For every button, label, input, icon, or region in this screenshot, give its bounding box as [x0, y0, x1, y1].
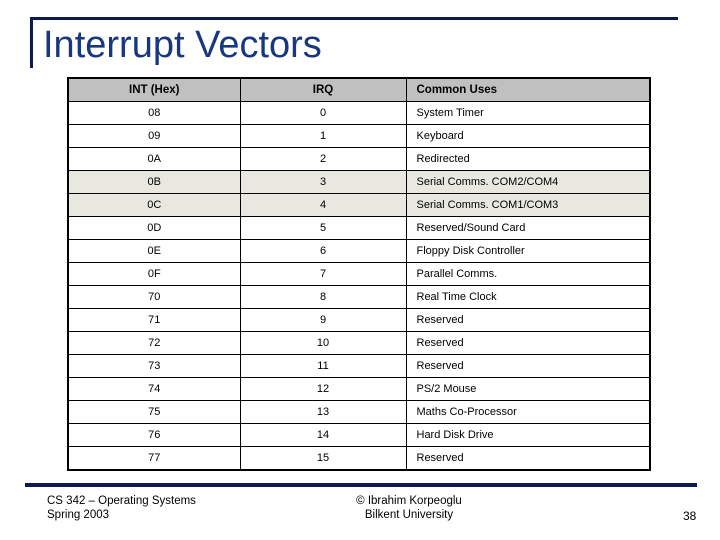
- footer-rule: [25, 483, 697, 487]
- table-row: 71 9 Reserved: [67, 308, 651, 332]
- cell-use: PS/2 Mouse: [405, 377, 651, 401]
- cell-int: 0C: [67, 193, 241, 217]
- header-cell-int: INT (Hex): [67, 77, 241, 102]
- table-row: 0F 7 Parallel Comms.: [67, 262, 651, 286]
- cell-use: Redirected: [405, 147, 651, 171]
- table-row: 0B 3 Serial Comms. COM2/COM4: [67, 170, 651, 194]
- cell-int: 71: [67, 308, 241, 332]
- cell-irq: 3: [239, 170, 407, 194]
- top-rule: [30, 17, 678, 20]
- header-cell-uses: Common Uses: [405, 77, 651, 102]
- footer-course-line2: Spring 2003: [47, 508, 110, 521]
- cell-use: Floppy Disk Controller: [405, 239, 651, 263]
- table-row: 08 0 System Timer: [67, 101, 651, 125]
- cell-irq: 6: [239, 239, 407, 263]
- cell-int: 73: [67, 354, 241, 378]
- table-row: 76 14 Hard Disk Drive: [67, 423, 651, 447]
- header-cell-irq: IRQ: [239, 77, 407, 102]
- cell-use: Real Time Clock: [405, 285, 651, 309]
- cell-use: Serial Comms. COM1/COM3: [405, 193, 651, 217]
- cell-irq: 15: [239, 446, 407, 471]
- footer-course: CS 342 – Operating Systems Spring 2003: [47, 495, 196, 522]
- cell-irq: 0: [239, 101, 407, 125]
- cell-use: Keyboard: [405, 124, 651, 148]
- cell-int: 70: [67, 285, 241, 309]
- footer-author-line2: Bilkent University: [364, 508, 454, 521]
- table-row: 0E 6 Floppy Disk Controller: [67, 239, 651, 263]
- table-row: 0A 2 Redirected: [67, 147, 651, 171]
- cell-use: Maths Co-Processor: [405, 400, 651, 424]
- table-row: 0C 4 Serial Comms. COM1/COM3: [67, 193, 651, 217]
- table-header-row: INT (Hex) IRQ Common Uses: [67, 77, 651, 102]
- cell-use: Reserved: [405, 308, 651, 332]
- cell-int: 74: [67, 377, 241, 401]
- cell-int: 08: [67, 101, 241, 125]
- footer-author-line1: © Ibrahim Korpeoglu: [356, 495, 462, 507]
- cell-int: 0D: [67, 216, 241, 240]
- cell-int: 75: [67, 400, 241, 424]
- cell-irq: 1: [239, 124, 407, 148]
- cell-irq: 10: [239, 331, 407, 355]
- footer-course-line1: CS 342 – Operating Systems: [47, 495, 196, 507]
- cell-int: 09: [67, 124, 241, 148]
- cell-use: Parallel Comms.: [405, 262, 651, 286]
- table-row: 75 13 Maths Co-Processor: [67, 400, 651, 424]
- title-accent-bar: [30, 17, 33, 68]
- cell-int: 76: [67, 423, 241, 447]
- cell-int: 0F: [67, 262, 241, 286]
- cell-int: 0A: [67, 147, 241, 171]
- cell-irq: 5: [239, 216, 407, 240]
- cell-irq: 12: [239, 377, 407, 401]
- cell-irq: 2: [239, 147, 407, 171]
- cell-irq: 14: [239, 423, 407, 447]
- cell-irq: 11: [239, 354, 407, 378]
- cell-irq: 8: [239, 285, 407, 309]
- cell-use: Reserved: [405, 446, 651, 471]
- page-title: Interrupt Vectors: [43, 24, 322, 66]
- cell-use: Reserved/Sound Card: [405, 216, 651, 240]
- cell-int: 0E: [67, 239, 241, 263]
- table-body: 08 0 System Timer 09 1 Keyboard 0A 2 Red…: [67, 101, 651, 471]
- footer-author: © Ibrahim Korpeoglu Bilkent University: [328, 495, 490, 522]
- table-row: 77 15 Reserved: [67, 446, 651, 471]
- table-row: 70 8 Real Time Clock: [67, 285, 651, 309]
- cell-use: Serial Comms. COM2/COM4: [405, 170, 651, 194]
- cell-use: Reserved: [405, 354, 651, 378]
- table-row: 72 10 Reserved: [67, 331, 651, 355]
- cell-irq: 7: [239, 262, 407, 286]
- cell-use: Hard Disk Drive: [405, 423, 651, 447]
- cell-int: 77: [67, 446, 241, 471]
- table-row: 74 12 PS/2 Mouse: [67, 377, 651, 401]
- interrupt-vector-table: INT (Hex) IRQ Common Uses 08 0 System Ti…: [67, 77, 651, 471]
- table-row: 09 1 Keyboard: [67, 124, 651, 148]
- cell-irq: 9: [239, 308, 407, 332]
- cell-irq: 4: [239, 193, 407, 217]
- cell-use: System Timer: [405, 101, 651, 125]
- page-number: 38: [683, 509, 697, 523]
- cell-irq: 13: [239, 400, 407, 424]
- table-row: 73 11 Reserved: [67, 354, 651, 378]
- table-row: 0D 5 Reserved/Sound Card: [67, 216, 651, 240]
- cell-int: 72: [67, 331, 241, 355]
- cell-int: 0B: [67, 170, 241, 194]
- cell-use: Reserved: [405, 331, 651, 355]
